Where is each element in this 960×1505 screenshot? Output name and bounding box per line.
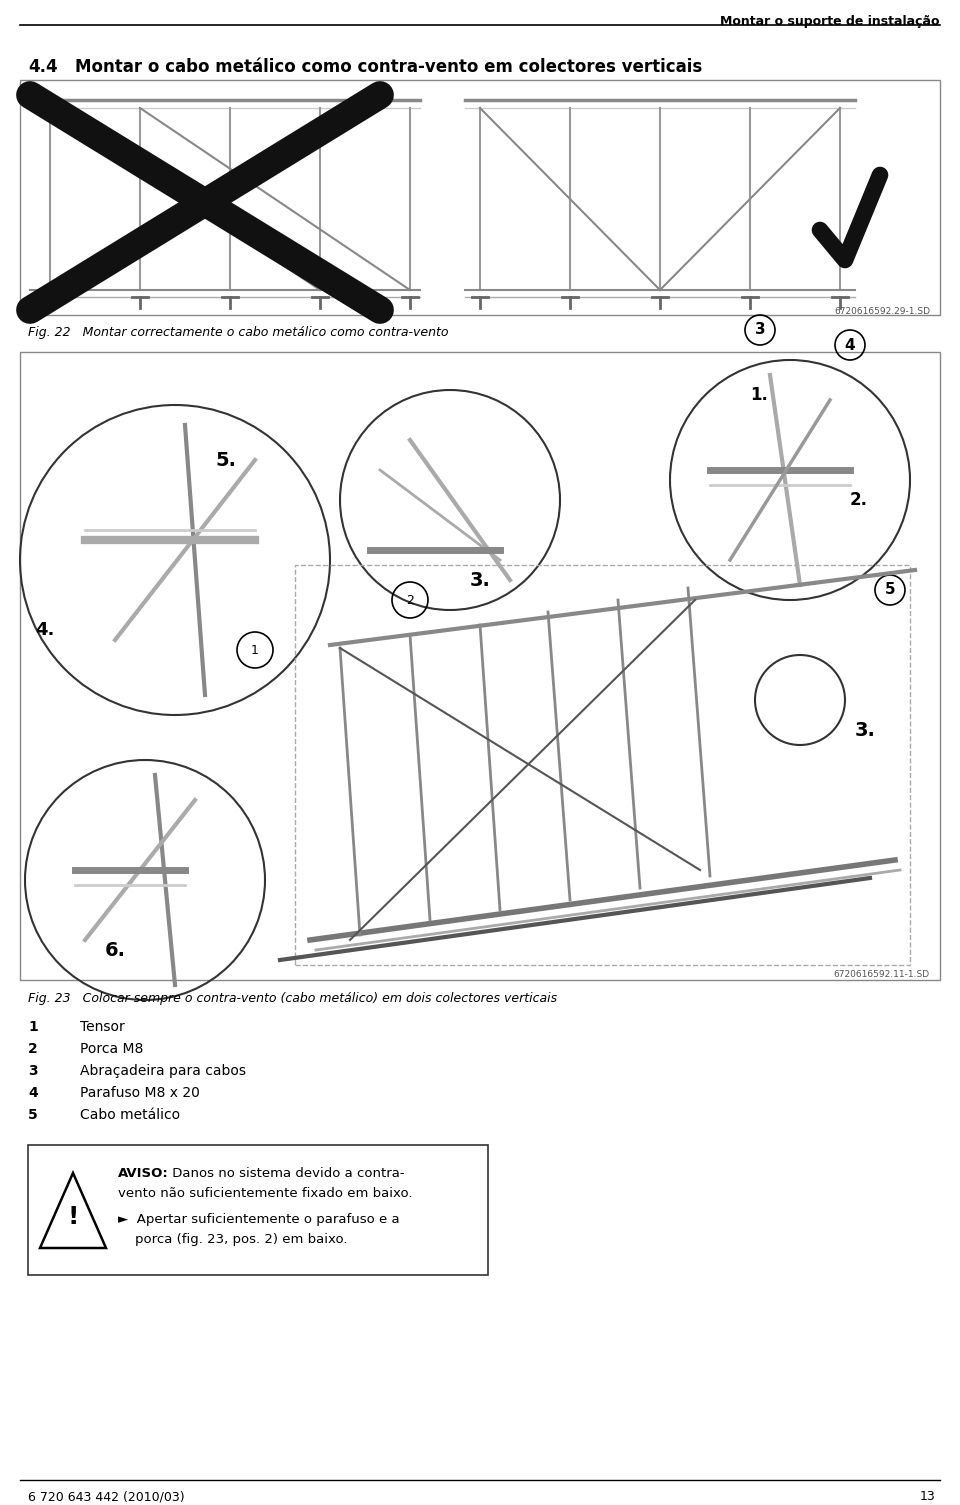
Text: 6720616592.29-1.SD: 6720616592.29-1.SD	[834, 307, 930, 316]
Text: AVISO:: AVISO:	[118, 1166, 169, 1180]
Text: Cabo metálico: Cabo metálico	[80, 1108, 180, 1123]
Text: 3.: 3.	[470, 570, 491, 590]
Text: Parafuso M8 x 20: Parafuso M8 x 20	[80, 1087, 200, 1100]
Text: Porca M8: Porca M8	[80, 1041, 143, 1057]
Text: 4.4: 4.4	[28, 59, 58, 75]
Text: Montar o suporte de instalação: Montar o suporte de instalação	[721, 15, 940, 29]
Text: 1.: 1.	[750, 385, 768, 403]
Text: 2: 2	[28, 1041, 37, 1057]
Text: Montar o cabo metálico como contra-vento em colectores verticais: Montar o cabo metálico como contra-vento…	[75, 59, 703, 75]
Text: Danos no sistema devido a contra-: Danos no sistema devido a contra-	[168, 1166, 404, 1180]
Text: !: !	[67, 1204, 79, 1228]
Text: 2: 2	[406, 593, 414, 607]
Text: 5: 5	[885, 582, 896, 597]
Text: 13: 13	[920, 1490, 935, 1503]
Text: 6.: 6.	[105, 941, 126, 960]
Text: 6720616592.11-1.SD: 6720616592.11-1.SD	[834, 971, 930, 978]
Text: 5: 5	[28, 1108, 37, 1123]
Text: 4: 4	[845, 337, 855, 352]
Bar	[20, 80, 940, 315]
Text: porca (fig. 23, pos. 2) em baixo.: porca (fig. 23, pos. 2) em baixo.	[118, 1233, 348, 1246]
Text: 5.: 5.	[215, 450, 236, 470]
Text: vento não suficientemente fixado em baixo.: vento não suficientemente fixado em baix…	[118, 1187, 413, 1199]
Bar	[28, 1145, 488, 1275]
Text: Abraçadeira para cabos: Abraçadeira para cabos	[80, 1064, 246, 1078]
Bar	[20, 352, 940, 980]
Text: Fig. 22   Montar correctamente o cabo metálico como contra-vento: Fig. 22 Montar correctamente o cabo metá…	[28, 327, 448, 339]
Text: 1: 1	[252, 644, 259, 656]
Bar	[295, 564, 910, 965]
Text: 4.: 4.	[35, 622, 55, 640]
Text: 2.: 2.	[850, 491, 868, 509]
Text: 6 720 643 442 (2010/03): 6 720 643 442 (2010/03)	[28, 1490, 184, 1503]
Text: 3: 3	[755, 322, 765, 337]
Text: 1: 1	[28, 1020, 37, 1034]
Text: 4: 4	[28, 1087, 37, 1100]
Polygon shape	[40, 1172, 106, 1248]
Text: Fig. 23   Colocar sempre o contra-vento (cabo metálico) em dois colectores verti: Fig. 23 Colocar sempre o contra-vento (c…	[28, 992, 557, 1005]
Text: Tensor: Tensor	[80, 1020, 125, 1034]
Text: ►  Apertar suficientemente o parafuso e a: ► Apertar suficientemente o parafuso e a	[118, 1213, 399, 1227]
Text: 3: 3	[28, 1064, 37, 1078]
Text: 3.: 3.	[855, 721, 876, 739]
